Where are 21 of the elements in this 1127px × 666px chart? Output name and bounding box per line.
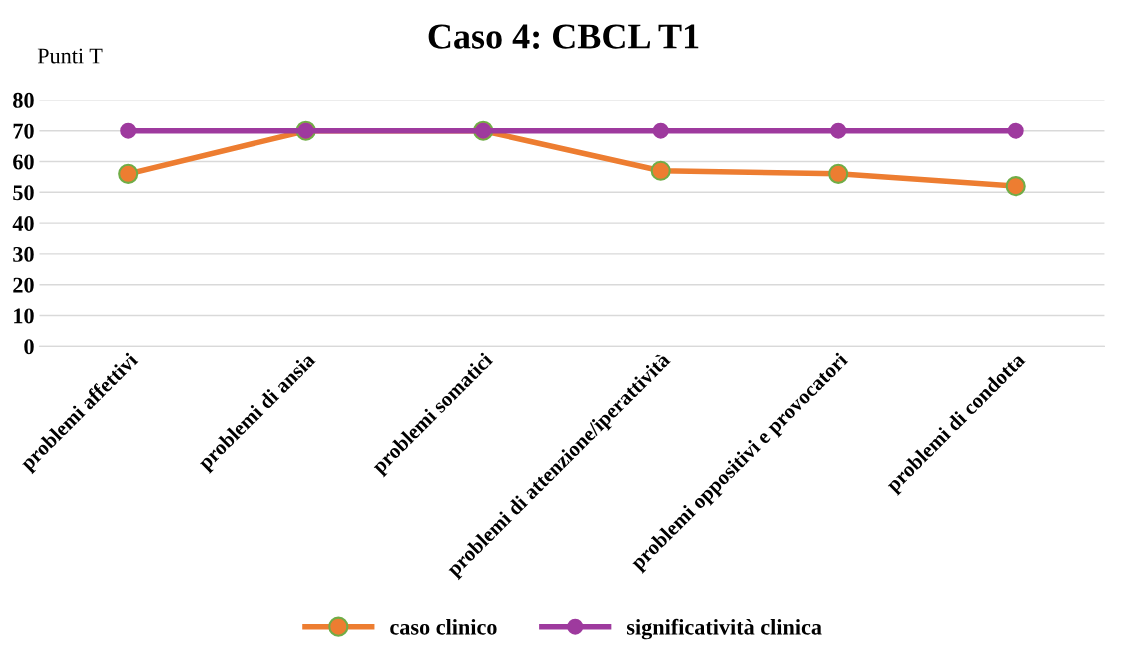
point (1007, 122, 1024, 139)
point (828, 163, 849, 184)
point (652, 122, 669, 139)
y-tick-label: 20 (13, 277, 34, 293)
y-tick-label: 60 (13, 154, 34, 170)
legend-label: caso clinico (390, 619, 497, 635)
legend-label: significatività clinica (627, 618, 822, 640)
y-tick-label: 30 (13, 246, 34, 262)
y-tick-label: 10 (14, 308, 34, 324)
y-tick-label: 70 (13, 123, 34, 139)
y-tick-label: 40 (12, 216, 34, 232)
point (120, 122, 137, 139)
point (650, 160, 671, 181)
y-axis-title: Punti T (37, 48, 103, 64)
chart-title: Caso 4: CBCL T1 (428, 24, 699, 49)
point (1005, 176, 1026, 197)
y-tick-label: 80 (13, 92, 34, 108)
point (830, 122, 847, 139)
y-tick-label: 50 (13, 185, 34, 201)
point (118, 163, 139, 184)
y-tick-label: 0 (24, 339, 34, 355)
